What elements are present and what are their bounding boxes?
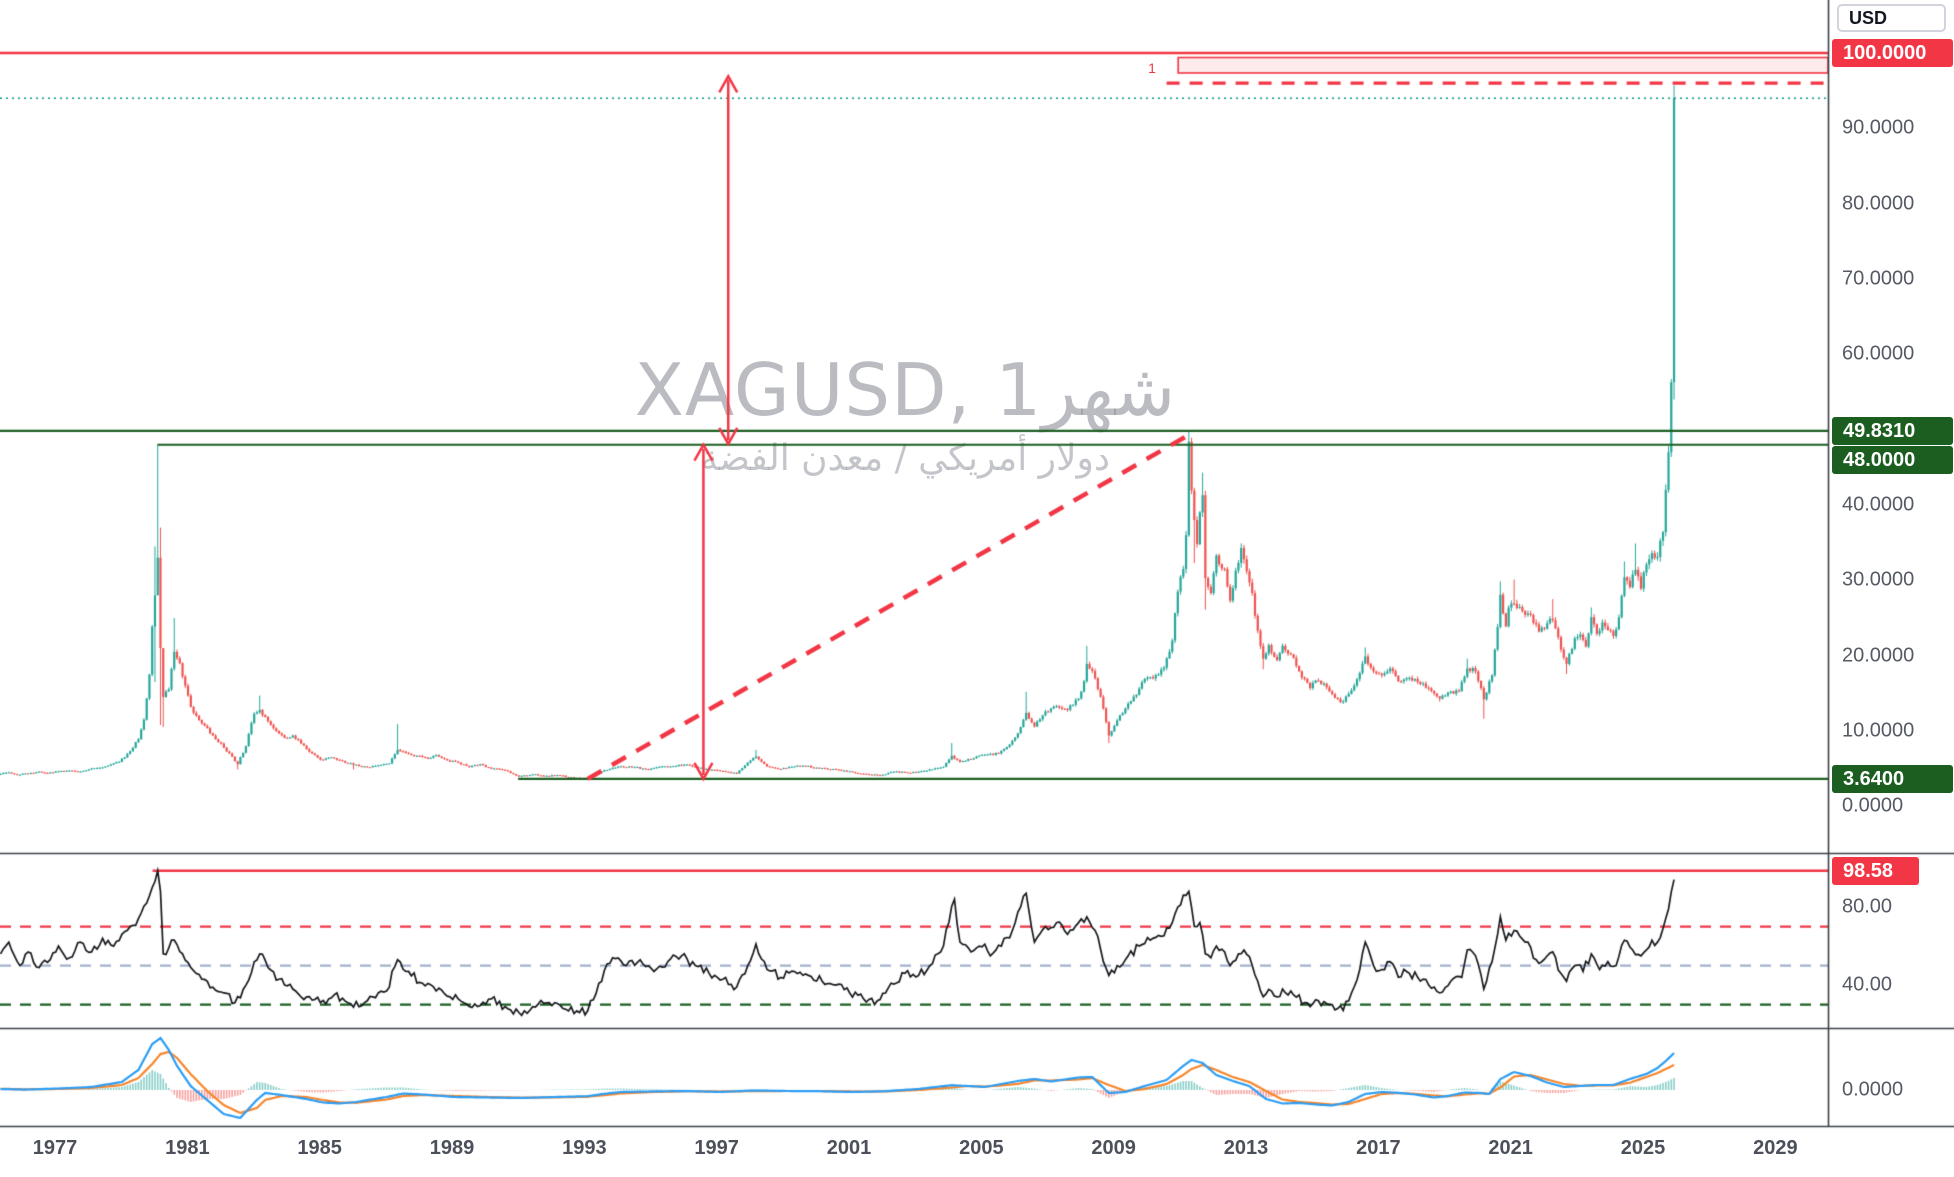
currency-toggle-button[interactable]: USD [1837, 4, 1946, 32]
